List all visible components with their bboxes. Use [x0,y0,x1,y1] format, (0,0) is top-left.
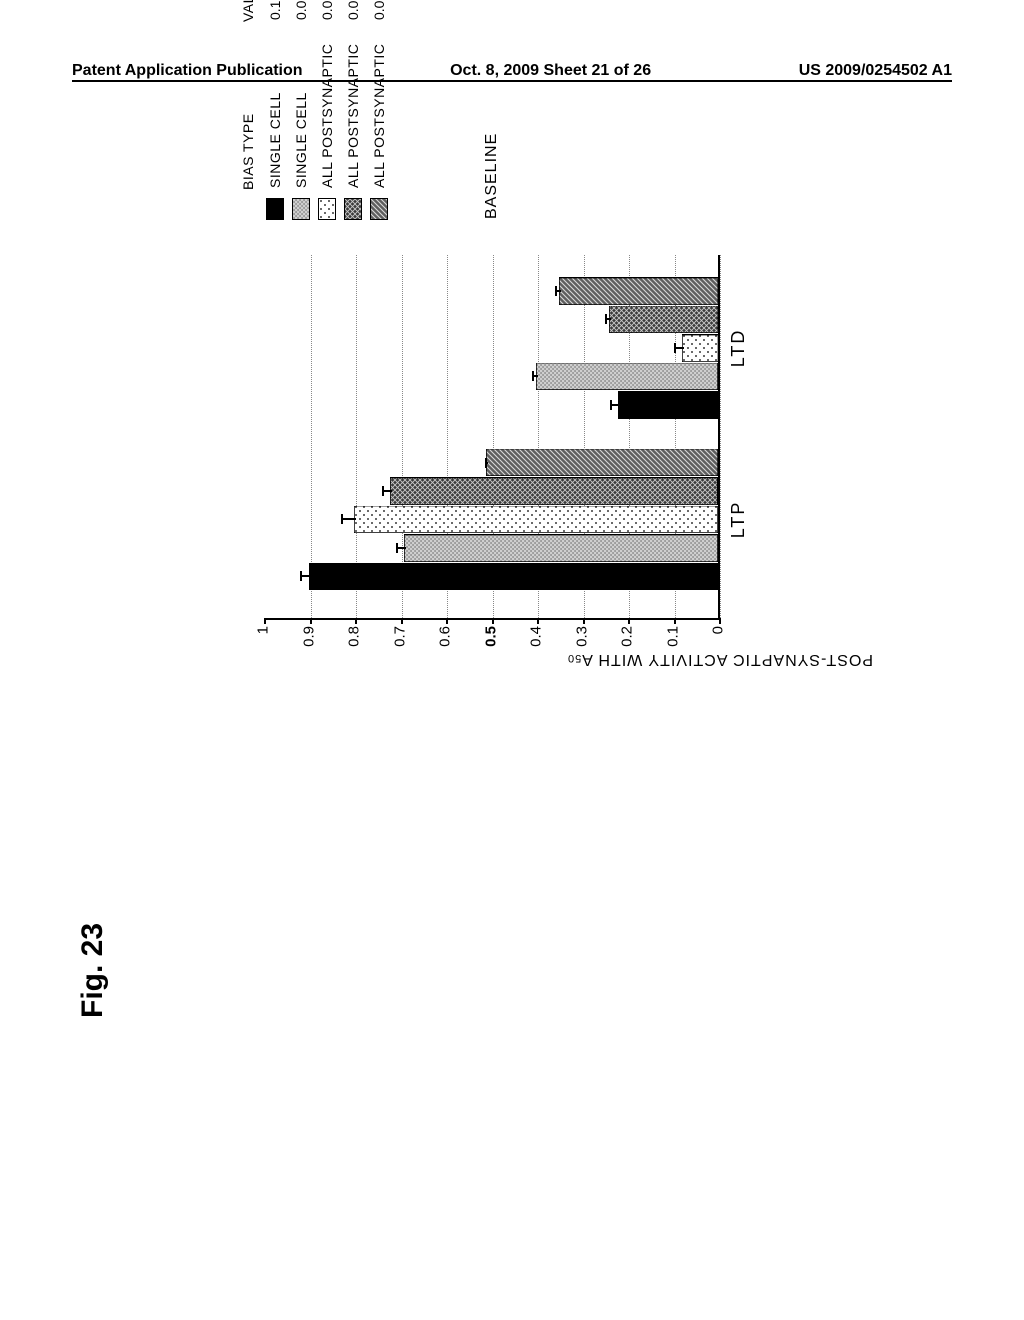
legend-header-value: VALUE [240,0,256,22]
legend-value: 0.01 [293,0,309,20]
legend-header-type: BIAS TYPE [240,22,256,190]
bar [390,477,718,504]
ytick-label: 0.3 [573,618,590,647]
page: Patent Application Publication Oct. 8, 2… [0,0,1024,1320]
legend-header: BIAS TYPE VALUE [240,0,256,220]
errorbar-cap [396,543,398,553]
ytick-label: 0.2 [619,618,636,647]
ytick-label: 0.4 [528,618,545,647]
errorbar-cap [300,571,302,581]
y-axis-label: POST-SYNAPTIC ACTIVITY WITH A50 [567,650,873,668]
ytick-label: 0.9 [300,618,317,647]
legend-type: ALL POSTSYNAPTIC [319,20,335,188]
bar [559,277,718,304]
errorbar-cap [532,371,534,381]
errorbar-stem [383,490,392,492]
errorbar-cap [485,458,487,468]
ytick-label: 0 [710,618,727,634]
xtick-label: LTD [718,329,749,368]
header-mid: Oct. 8, 2009 Sheet 21 of 26 [450,62,651,80]
gridline [720,255,721,618]
legend-swatch [292,198,310,220]
errorbar-cap [555,286,557,296]
header: Patent Application Publication Oct. 8, 2… [0,58,1024,82]
legend-swatch [318,198,336,220]
legend-type: ALL POSTSYNAPTIC [371,20,387,188]
bar [354,506,718,533]
ytick-label: 0.5 [482,618,499,647]
errorbar-stem [397,547,406,549]
legend-row: ALL POSTSYNAPTIC0.01 [314,0,340,220]
errorbar-cap [610,400,612,410]
legend-type: SINGLE CELL [293,20,309,188]
legend-type: ALL POSTSYNAPTIC [345,20,361,188]
errorbar-cap [382,486,384,496]
legend-value: 0.1 [267,0,283,20]
legend-value: 0.005 [345,0,361,20]
legend-value: 0.001 [371,0,387,20]
legend: BIAS TYPE VALUE SINGLE CELL0.1SINGLE CEL… [240,0,392,220]
legend-swatch [266,198,284,220]
errorbar-stem [675,347,684,349]
legend-swatch [370,198,388,220]
xtick-label: LTP [718,501,749,539]
legend-type: SINGLE CELL [267,20,283,188]
bar [309,563,719,590]
y-axis-label-text: POST-SYNAPTIC ACTIVITY WITH A [581,651,873,668]
figure-label: Fig. 23 [76,923,110,1018]
bar [536,363,718,390]
y-axis-label-subscript: 50 [567,652,581,664]
ytick-label: 1 [255,618,272,634]
bar [618,391,718,418]
errorbar-cap [674,343,676,353]
bar [486,449,718,476]
legend-row: SINGLE CELL0.01 [288,0,314,220]
legend-swatch [344,198,362,220]
errorbar-cap [341,514,343,524]
bar [404,534,718,561]
ytick-label: 0.8 [346,618,363,647]
chart-container: 00.10.20.30.40.50.60.70.80.91LTPLTD POST… [265,255,720,620]
bar [682,334,718,361]
bar [609,306,718,333]
ytick-label: 0.1 [664,618,681,647]
header-right: US 2009/0254502 A1 [799,62,952,80]
ytick-label: 0.7 [391,618,408,647]
legend-row: SINGLE CELL0.1 [262,0,288,220]
errorbar-stem [301,575,310,577]
header-rule [72,80,952,82]
bar-chart: 00.10.20.30.40.50.60.70.80.91LTPLTD [265,255,720,620]
errorbar-cap [605,314,607,324]
errorbar-stem [611,404,620,406]
legend-value: 0.01 [319,0,335,20]
errorbar-stem [342,518,356,520]
baseline-label: BASELINE [483,133,501,219]
legend-row: ALL POSTSYNAPTIC0.001 [366,0,392,220]
legend-row: ALL POSTSYNAPTIC0.005 [340,0,366,220]
ytick-label: 0.6 [437,618,454,647]
